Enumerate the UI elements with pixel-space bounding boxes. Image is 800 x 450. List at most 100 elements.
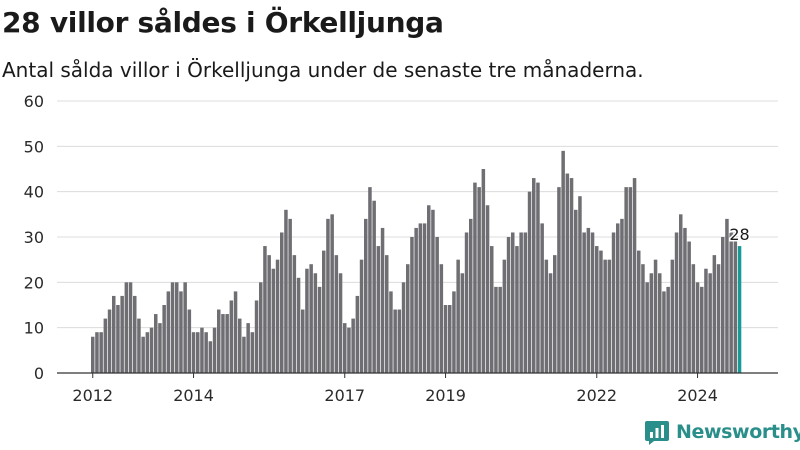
bar <box>124 282 129 373</box>
bar <box>368 187 372 373</box>
bar <box>351 318 355 373</box>
bar <box>582 232 586 373</box>
bar <box>162 305 166 373</box>
bar <box>196 332 200 373</box>
bar <box>452 291 456 373</box>
y-tick-label: 50 <box>24 137 44 156</box>
bar <box>296 277 301 373</box>
bar <box>679 214 683 373</box>
bar <box>532 178 536 373</box>
bar <box>116 305 120 373</box>
newsworthy-logo[interactable]: Newsworthy <box>644 419 800 445</box>
bar <box>267 255 271 373</box>
bar <box>435 237 439 373</box>
bar <box>99 332 103 373</box>
bar <box>553 255 557 373</box>
bar <box>695 282 700 373</box>
bar <box>649 273 654 373</box>
bar <box>683 227 687 373</box>
bar <box>641 264 645 373</box>
bar <box>120 295 124 373</box>
y-tick-label: 0 <box>34 364 44 383</box>
bar <box>166 291 171 373</box>
bar <box>112 295 116 373</box>
chart-title: 28 villor såldes i Örkelljunga <box>2 6 444 39</box>
bar <box>439 264 444 373</box>
bar <box>288 218 292 373</box>
bar <box>254 300 259 373</box>
bar <box>359 259 364 373</box>
bar <box>561 150 565 373</box>
bar <box>431 209 435 373</box>
bar <box>397 309 402 373</box>
bar <box>242 336 246 373</box>
bar <box>616 223 620 373</box>
bar <box>393 309 397 373</box>
bar <box>271 268 276 373</box>
bar <box>607 259 612 373</box>
bar <box>154 314 158 373</box>
bar <box>280 232 284 373</box>
bar <box>103 318 108 373</box>
bar <box>145 332 150 373</box>
bar <box>183 282 187 373</box>
bar <box>250 332 255 373</box>
bar <box>670 259 675 373</box>
highlight-bar <box>737 246 742 373</box>
bar <box>481 169 486 373</box>
y-tick-label: 60 <box>24 92 44 111</box>
bar <box>221 314 225 373</box>
bar <box>590 232 595 373</box>
bar <box>595 246 599 373</box>
bar <box>565 173 570 373</box>
bar <box>301 309 305 373</box>
bar <box>653 259 658 373</box>
bar <box>620 218 624 373</box>
bar <box>158 323 162 373</box>
bar <box>691 264 696 373</box>
bar <box>334 255 339 373</box>
bar <box>704 268 708 373</box>
bar <box>473 182 477 373</box>
bar <box>212 327 217 373</box>
bar <box>603 259 607 373</box>
bar <box>721 237 725 373</box>
bar <box>460 273 465 373</box>
y-tick-label: 40 <box>24 183 44 202</box>
x-tick-label: 2014 <box>173 386 214 405</box>
y-axis-labels: 0 10 20 30 40 50 60 <box>24 92 44 383</box>
x-tick-label: 2024 <box>677 386 718 405</box>
bar <box>259 282 263 373</box>
bar <box>586 227 591 373</box>
bar <box>275 259 280 373</box>
chart-subtitle: Antal sålda villor i Örkelljunga under d… <box>2 58 644 82</box>
bar <box>170 282 175 373</box>
bar <box>725 218 729 373</box>
bar <box>498 286 502 373</box>
bar <box>515 246 519 373</box>
x-tick-label: 2012 <box>72 386 113 405</box>
bar <box>708 273 712 373</box>
bar <box>658 273 662 373</box>
bar <box>326 218 330 373</box>
bar <box>225 314 229 373</box>
bar <box>338 273 343 373</box>
bar <box>355 295 360 373</box>
annotations: 28 <box>728 224 751 246</box>
bar <box>229 300 234 373</box>
bar <box>179 291 183 373</box>
bar <box>422 223 427 373</box>
bar <box>666 286 670 373</box>
bar <box>376 246 381 373</box>
bar <box>624 187 628 373</box>
bar <box>217 309 221 373</box>
bar <box>523 232 528 373</box>
bar <box>385 255 389 373</box>
bar <box>511 232 515 373</box>
bar <box>494 286 498 373</box>
bar <box>347 327 351 373</box>
y-tick-label: 30 <box>24 228 44 247</box>
bar <box>233 291 238 373</box>
bar <box>485 205 490 373</box>
